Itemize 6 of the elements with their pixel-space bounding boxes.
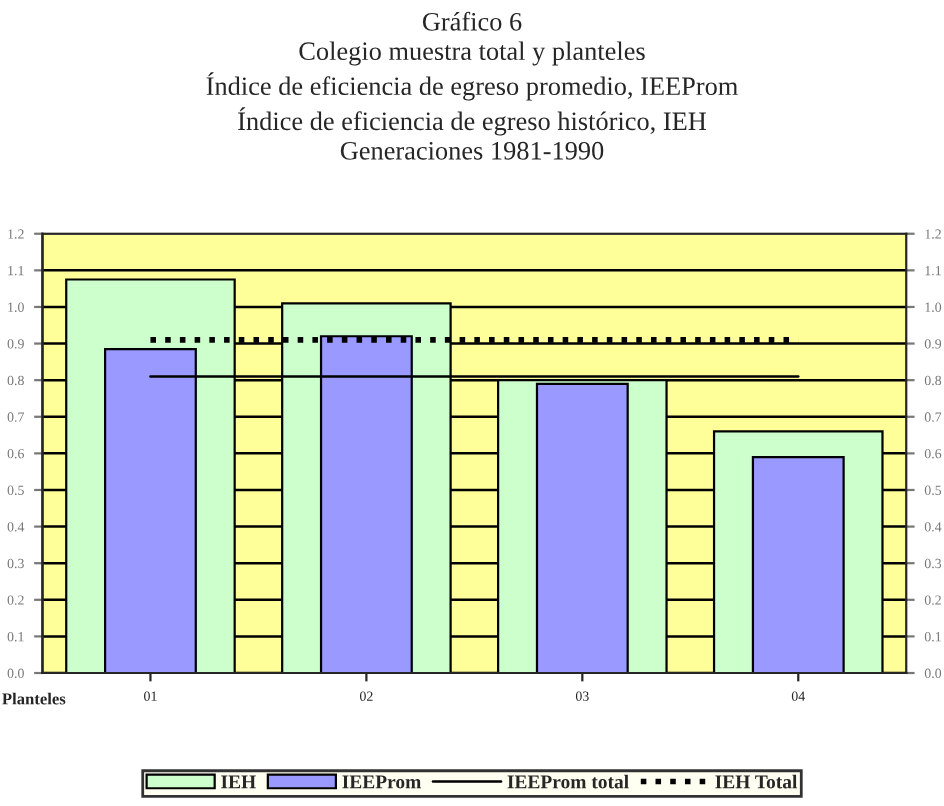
legend-label: IEH Total: [715, 774, 798, 789]
legend-label: IEEProm: [342, 775, 421, 789]
legend-label: IEH: [221, 775, 256, 789]
legend-label: IEEProm total: [507, 774, 629, 789]
chart-title: Gráfico 6 Colegio muestra total y planteles Índice de eficiencia de egreso promedio, IEEProm Índice de eficiencia de egreso histórico, IEH Generaciones 1981-1990: [206, 11, 738, 160]
x-axis-title: Planteles: [2, 692, 66, 705]
